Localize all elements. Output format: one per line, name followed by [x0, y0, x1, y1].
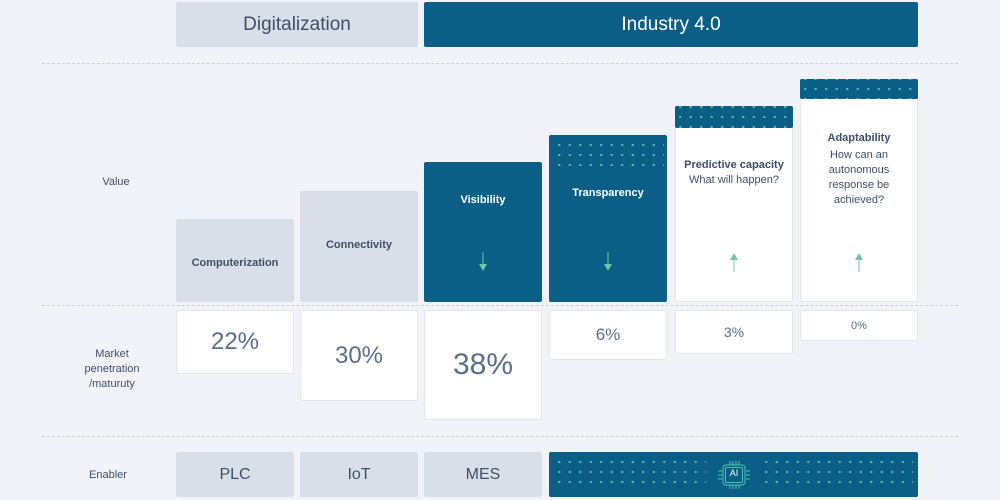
arrow-down-icon	[479, 252, 487, 271]
arrow-down-icon	[604, 252, 612, 271]
stage-adaptability: Adaptability How can an autonomous respo…	[800, 79, 918, 302]
market-transparency: 6%	[549, 310, 667, 360]
stage-connectivity: Connectivity	[300, 191, 418, 302]
stage-predictive-capacity: Predictive capacity What will happen?	[675, 106, 793, 302]
market-predictive: 3%	[675, 310, 793, 354]
divider	[42, 63, 958, 64]
divider	[42, 436, 958, 437]
digitalization-header: Digitalization	[176, 2, 418, 47]
dot-pattern	[554, 457, 706, 489]
stage-transparency: Transparency	[549, 135, 667, 302]
divider	[42, 305, 958, 306]
market-adaptability: 0%	[800, 310, 918, 341]
arrow-up-icon	[855, 253, 863, 272]
industry-header: Industry 4.0	[424, 2, 918, 47]
stage-subtitle: What will happen?	[689, 174, 779, 186]
arrow-up-icon	[730, 253, 738, 272]
header-band	[675, 106, 793, 128]
stage-title: Transparency	[572, 187, 644, 199]
enabler-ai: AI	[549, 452, 918, 497]
enabler-plc: PLC	[176, 452, 294, 497]
stage-title: Connectivity	[325, 239, 392, 251]
row-label-value: Value	[102, 176, 130, 188]
stage-title: Visibility	[460, 194, 506, 206]
ai-chip-icon: AI	[717, 460, 751, 490]
stage-title: Computerization	[191, 257, 279, 269]
stage-visibility: Visibility	[424, 162, 542, 302]
enabler-iot: IoT	[300, 452, 418, 497]
header-band	[800, 79, 918, 99]
market-connectivity: 30%	[300, 310, 418, 401]
ai-label: AI	[729, 468, 739, 478]
market-visibility: 38%	[424, 310, 542, 420]
row-label-market: Market penetration /maturuty	[84, 348, 140, 390]
dot-pattern	[761, 457, 913, 489]
stage-computerization: Computerization	[176, 219, 294, 302]
stage-title: Predictive capacity	[684, 159, 784, 171]
dot-pattern	[554, 140, 664, 170]
market-computerization: 22%	[176, 310, 294, 374]
stage-subtitle: How can an autonomous response be achiev…	[828, 149, 890, 206]
enabler-mes: MES	[424, 452, 542, 497]
row-label-enabler: Enabler	[89, 469, 127, 481]
stage-title: Adaptability	[827, 132, 891, 144]
